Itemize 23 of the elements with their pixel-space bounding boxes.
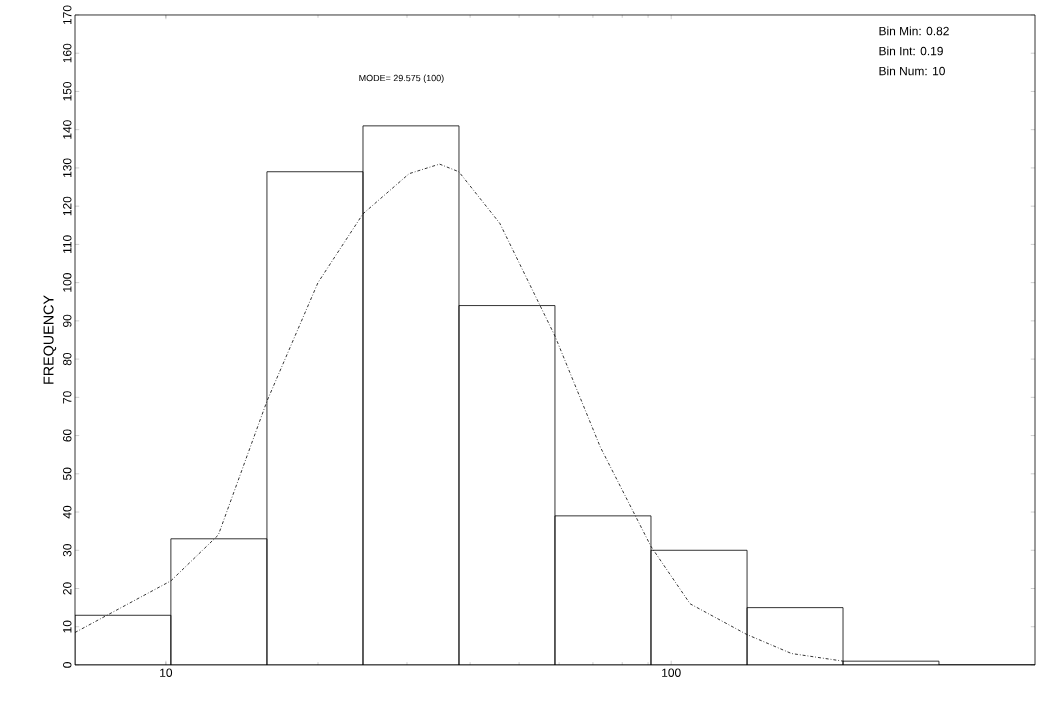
y-tick-label: 150 (63, 81, 72, 101)
y-tick-label: 20 (63, 582, 72, 595)
y-tick-label: 90 (63, 314, 72, 327)
y-axis-title: FREQUENCY (43, 295, 57, 384)
y-tick-label: 50 (63, 467, 72, 480)
y-tick-label: 10 (63, 620, 72, 633)
y-tick-label: 60 (63, 429, 72, 442)
annotation: Bin Int: 0.19 (879, 46, 943, 56)
y-tick-label: 80 (63, 352, 72, 366)
annotation: Bin Min: 0.82 (879, 26, 949, 36)
y-tick-label: 30 (63, 544, 72, 557)
y-tick-label: 70 (63, 391, 72, 404)
annotation: MODE= 29.575 (100) (359, 74, 444, 83)
y-tick-label: 160 (63, 43, 72, 63)
y-tick-label: 100 (63, 273, 72, 292)
y-tick-label: 110 (63, 235, 72, 254)
y-tick-label: 170 (63, 5, 72, 25)
y-tick-label: 140 (63, 120, 72, 139)
y-tick-label: 130 (63, 158, 72, 177)
y-tick-label: 120 (63, 196, 72, 216)
y-tick-label: 0 (63, 662, 72, 668)
y-tick-label: 40 (63, 505, 72, 519)
annotation: Bin Num: 10 (879, 66, 945, 76)
